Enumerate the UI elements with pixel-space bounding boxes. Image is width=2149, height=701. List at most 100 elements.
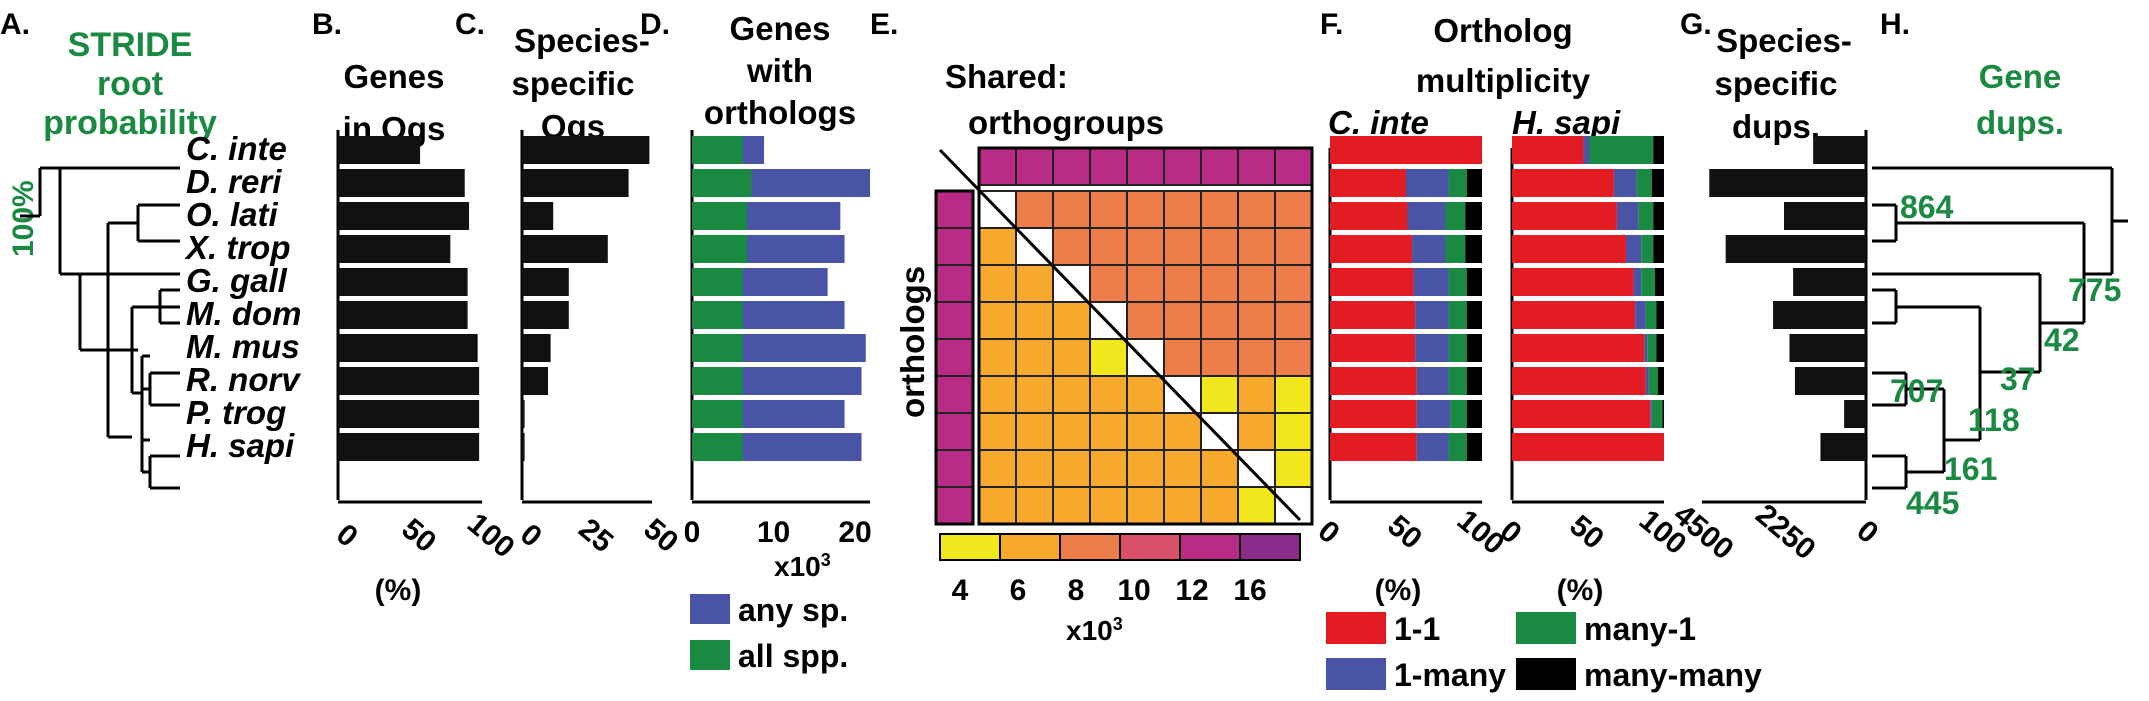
species-label-d-reri: D. reri bbox=[186, 163, 282, 200]
panel-d-bar-all-h-sapi bbox=[692, 433, 743, 461]
panel-f-left-seg-1-many-x-trop bbox=[1412, 235, 1446, 263]
species-label-m-dom: M. dom bbox=[186, 295, 301, 332]
heat-cell-h-sapi-h-sapi bbox=[1274, 486, 1313, 525]
panel-f-right-seg-many-1-m-dom bbox=[1645, 301, 1657, 329]
panel-g-bar-m-dom bbox=[1773, 301, 1866, 329]
panel-f-right-seg-many-many-m-mus bbox=[1656, 334, 1664, 362]
panel-f-left-seg-many-1-g-gall bbox=[1448, 268, 1467, 296]
panel-f-right-seg-1-1-o-lati bbox=[1512, 202, 1617, 230]
heat-cell-g-gall-p-trog bbox=[1237, 301, 1276, 340]
panel-g-tick-label-0: 0 bbox=[1850, 514, 1884, 550]
panel-g-bar-c-inte bbox=[1813, 136, 1866, 164]
scale-tick-4: 4 bbox=[952, 574, 969, 607]
legend-label-1-many: 1-many bbox=[1394, 657, 1506, 693]
heat-cell-o-lati-h-sapi bbox=[1274, 227, 1313, 266]
panel-f-right-seg-many-many-d-reri bbox=[1651, 169, 1664, 197]
heat-cell-p-trog-o-lati bbox=[1015, 449, 1054, 488]
panel-b-bar-r-norv bbox=[338, 367, 480, 395]
legend-swatch-1-1 bbox=[1326, 612, 1386, 644]
heat-cell-r-norv-g-gall bbox=[1089, 412, 1128, 451]
panel-f-left-seg-many-1-p-trog bbox=[1450, 400, 1467, 428]
heat-cell-r-norv-d-reri bbox=[978, 412, 1017, 451]
panel-c-bar-g-gall bbox=[522, 268, 569, 296]
panel-a-title: STRIDE root probability bbox=[43, 26, 217, 142]
panel-f-left-seg-1-1-p-trog bbox=[1330, 400, 1417, 428]
panel-e-multiplier: x103 bbox=[1066, 614, 1123, 646]
heat-cell-m-mus-g-gall bbox=[1089, 375, 1128, 414]
panel-c-title-line-1: Species- bbox=[514, 22, 650, 59]
heat-cell-g-gall-m-dom bbox=[1126, 301, 1165, 340]
panel-f-left-seg-1-many-r-norv bbox=[1416, 367, 1449, 395]
panel-d-tick-label-0: 0 bbox=[684, 516, 701, 549]
panel-f-right-seg-1-many-m-dom bbox=[1635, 301, 1646, 329]
panel-d-multiplier-exp: 3 bbox=[821, 550, 831, 570]
panel-g-bar-d-reri bbox=[1709, 169, 1866, 197]
panel-f-right-seg-many-many-c-inte bbox=[1653, 136, 1664, 164]
tree-node-4 bbox=[130, 305, 160, 395]
panel-letter-c: C. bbox=[455, 8, 485, 41]
panel-c-bar-h-sapi bbox=[522, 433, 525, 461]
panel-letter-b: B. bbox=[312, 8, 342, 41]
heat-cell-m-mus-p-trog bbox=[1237, 375, 1276, 414]
panel-g-title-line-3: dups. bbox=[1732, 108, 1820, 145]
heatmap-shared-orthogroups bbox=[934, 146, 1314, 526]
panel-f-right-seg-many-1-o-lati bbox=[1638, 202, 1654, 230]
panel-g-bar-m-mus bbox=[1789, 334, 1866, 362]
heat-cell-g-gall-m-mus bbox=[1163, 301, 1202, 340]
panel-c-tick-label-50: 50 bbox=[637, 512, 684, 559]
panel-d-title: Genes with orthologs bbox=[704, 10, 856, 131]
panel-c-bar-x-trop bbox=[522, 235, 608, 263]
heat-cell-o-lati-x-trop bbox=[1052, 227, 1091, 266]
dup-label-161: 161 bbox=[1944, 451, 1997, 487]
panel-f-left-seg-1-many-h-sapi bbox=[1416, 433, 1449, 461]
legend-swatch-all-spp bbox=[690, 640, 730, 670]
heat-header-col-o-lati bbox=[1015, 147, 1054, 186]
legend-ortholog-multiplicity: 1-1 1-many many-1 many-many bbox=[1326, 611, 1762, 693]
panel-letter-e: E. bbox=[870, 8, 898, 41]
panel-g-bar-p-trog bbox=[1844, 400, 1866, 428]
panel-c-bar-d-reri bbox=[522, 169, 629, 197]
panel-b-bar-m-dom bbox=[338, 301, 468, 329]
heat-diagonal bbox=[938, 148, 1302, 522]
heat-cell-o-lati-p-trog bbox=[1237, 227, 1276, 266]
heat-cell-m-mus-m-dom bbox=[1126, 375, 1165, 414]
panel-a-title-line-3: probability bbox=[43, 104, 217, 142]
species-label-r-norv: R. norv bbox=[186, 361, 301, 398]
scale-tick-6: 6 bbox=[1010, 574, 1027, 607]
heat-cell-g-gall-c-inte bbox=[935, 301, 974, 340]
panel-f-left-seg-many-many-m-dom bbox=[1466, 301, 1482, 329]
panel-f-right-seg-1-1-h-sapi bbox=[1512, 433, 1664, 461]
panel-f-left-seg-1-1-m-dom bbox=[1330, 301, 1416, 329]
dup-tree-fish bbox=[1872, 203, 1898, 243]
legend-swatch-many-1 bbox=[1516, 612, 1576, 644]
panel-g-tick-label-4500: 4500 bbox=[1667, 498, 1739, 566]
panel-letter-f: F. bbox=[1320, 8, 1343, 41]
heat-cell-g-gall-r-norv bbox=[1200, 301, 1239, 340]
heat-header-col-h-sapi bbox=[1274, 147, 1313, 186]
panel-d-title-line-2: with bbox=[746, 52, 813, 89]
panel-h-title: Gene dups. bbox=[1976, 58, 2064, 141]
panel-f-right-seg-1-1-r-norv bbox=[1512, 367, 1646, 395]
heat-cell-m-dom-r-norv bbox=[1200, 338, 1239, 377]
panel-f-right-seg-1-many-g-gall bbox=[1633, 268, 1642, 296]
panel-f-title: Ortholog multiplicity bbox=[1416, 12, 1591, 99]
panel-b-bar-d-reri bbox=[338, 169, 465, 197]
dup-node-labels: 864 775 42 37 707 118 161 445 bbox=[1890, 189, 2121, 521]
tree-root bbox=[20, 166, 60, 218]
legend-swatch-any-sp bbox=[690, 594, 730, 624]
heat-cell-g-gall-d-reri bbox=[978, 301, 1017, 340]
panel-f-right-seg-many-1-g-gall bbox=[1641, 268, 1655, 296]
panel-g-bar-g-gall bbox=[1793, 268, 1866, 296]
panel-f-right-seg-many-many-o-lati bbox=[1653, 202, 1664, 230]
panel-f-right-tick-label-50: 50 bbox=[1563, 509, 1610, 556]
heat-cell-g-gall-o-lati bbox=[1015, 301, 1054, 340]
legend-label-1-1: 1-1 bbox=[1394, 611, 1440, 647]
panel-e-title-line-1: Shared: bbox=[945, 58, 1068, 95]
scale-swatch-0 bbox=[939, 533, 1001, 561]
panel-f-left-seg-many-many-x-trop bbox=[1465, 235, 1482, 263]
scale-swatch-2 bbox=[1059, 533, 1121, 561]
dup-label-445: 445 bbox=[1906, 485, 1959, 521]
panel-d-title-line-1: Genes bbox=[730, 10, 831, 47]
panel-f-left-seg-1-1-m-mus bbox=[1330, 334, 1416, 362]
panel-f-left-seg-many-many-g-gall bbox=[1466, 268, 1482, 296]
